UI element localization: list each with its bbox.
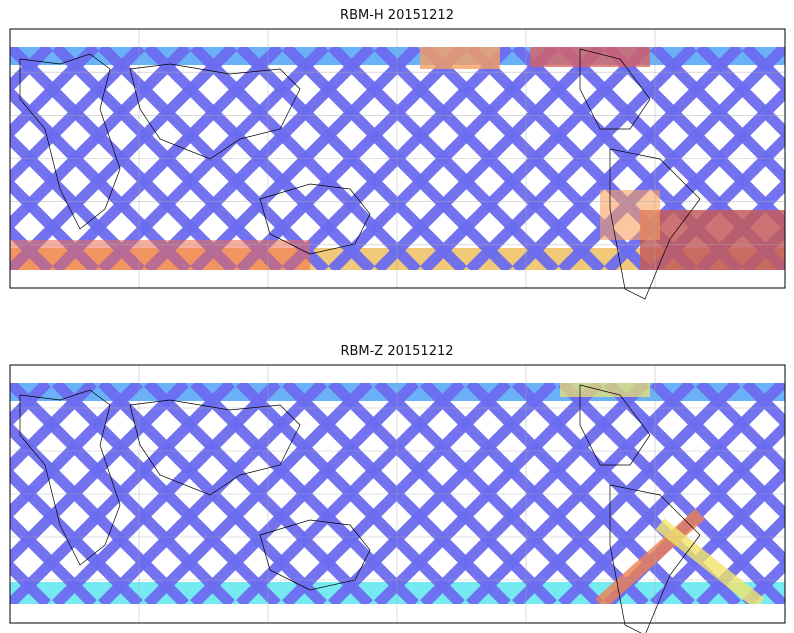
hot-swath-south-atlantic <box>595 508 705 604</box>
descending-swath <box>328 383 557 604</box>
ascending-swath <box>10 177 99 270</box>
coastline <box>609 484 701 633</box>
descending-swath <box>52 383 281 604</box>
descending-swath <box>0 383 1 604</box>
descending-swath <box>374 383 603 604</box>
coastline <box>129 63 301 160</box>
descending-swath <box>558 383 785 604</box>
coastline <box>259 519 371 591</box>
descending-swath <box>696 511 785 604</box>
map-frame-border <box>9 28 786 289</box>
ascending-swath <box>696 47 785 140</box>
ascending-swath <box>10 223 53 270</box>
hot-region-north-america <box>530 47 650 67</box>
descending-swath <box>10 383 143 520</box>
hot-region-south-america <box>600 190 660 240</box>
coastline <box>129 399 301 496</box>
hot-region-north-pacific <box>420 47 500 69</box>
coastline <box>579 48 651 130</box>
panel-title-top: RBM-H 20151212 <box>340 8 454 23</box>
ascending-swath <box>742 383 785 430</box>
coastline <box>19 53 121 230</box>
ascending-swath <box>10 513 97 604</box>
descending-swath <box>650 465 785 604</box>
descending-swath <box>144 383 373 604</box>
descending-swath <box>466 383 695 604</box>
descending-swath <box>282 383 511 604</box>
hot-region-north-america <box>560 383 650 397</box>
coastline <box>609 148 701 300</box>
map-panel-top <box>0 28 786 300</box>
panel-title-bottom: RBM-Z 20151212 <box>340 344 454 359</box>
descending-swath <box>420 383 649 604</box>
descending-swath <box>236 383 465 604</box>
descending-swath <box>10 383 97 474</box>
coastline <box>19 389 121 566</box>
descending-swath <box>10 383 189 566</box>
map-panel-bottom <box>0 364 786 633</box>
descending-swath <box>10 47 53 94</box>
map-frame-border <box>9 364 786 624</box>
ascending-swath <box>0 383 1 604</box>
descending-swath <box>512 383 741 604</box>
descending-swath <box>10 47 99 140</box>
descending-swath <box>0 47 3 270</box>
hot-region-south-atlantic <box>640 210 785 270</box>
ascending-swath <box>0 47 3 270</box>
coastline <box>579 384 651 466</box>
descending-swath <box>190 383 419 604</box>
coastline <box>259 183 371 255</box>
hot-swath-south-atlantic-2 <box>655 518 765 604</box>
descending-swath <box>10 383 235 604</box>
ascending-swath <box>696 383 785 476</box>
swath-layer <box>0 383 785 604</box>
hot-region-south-indian <box>10 240 310 270</box>
ascending-swath <box>742 47 785 94</box>
descending-swath <box>742 557 785 604</box>
